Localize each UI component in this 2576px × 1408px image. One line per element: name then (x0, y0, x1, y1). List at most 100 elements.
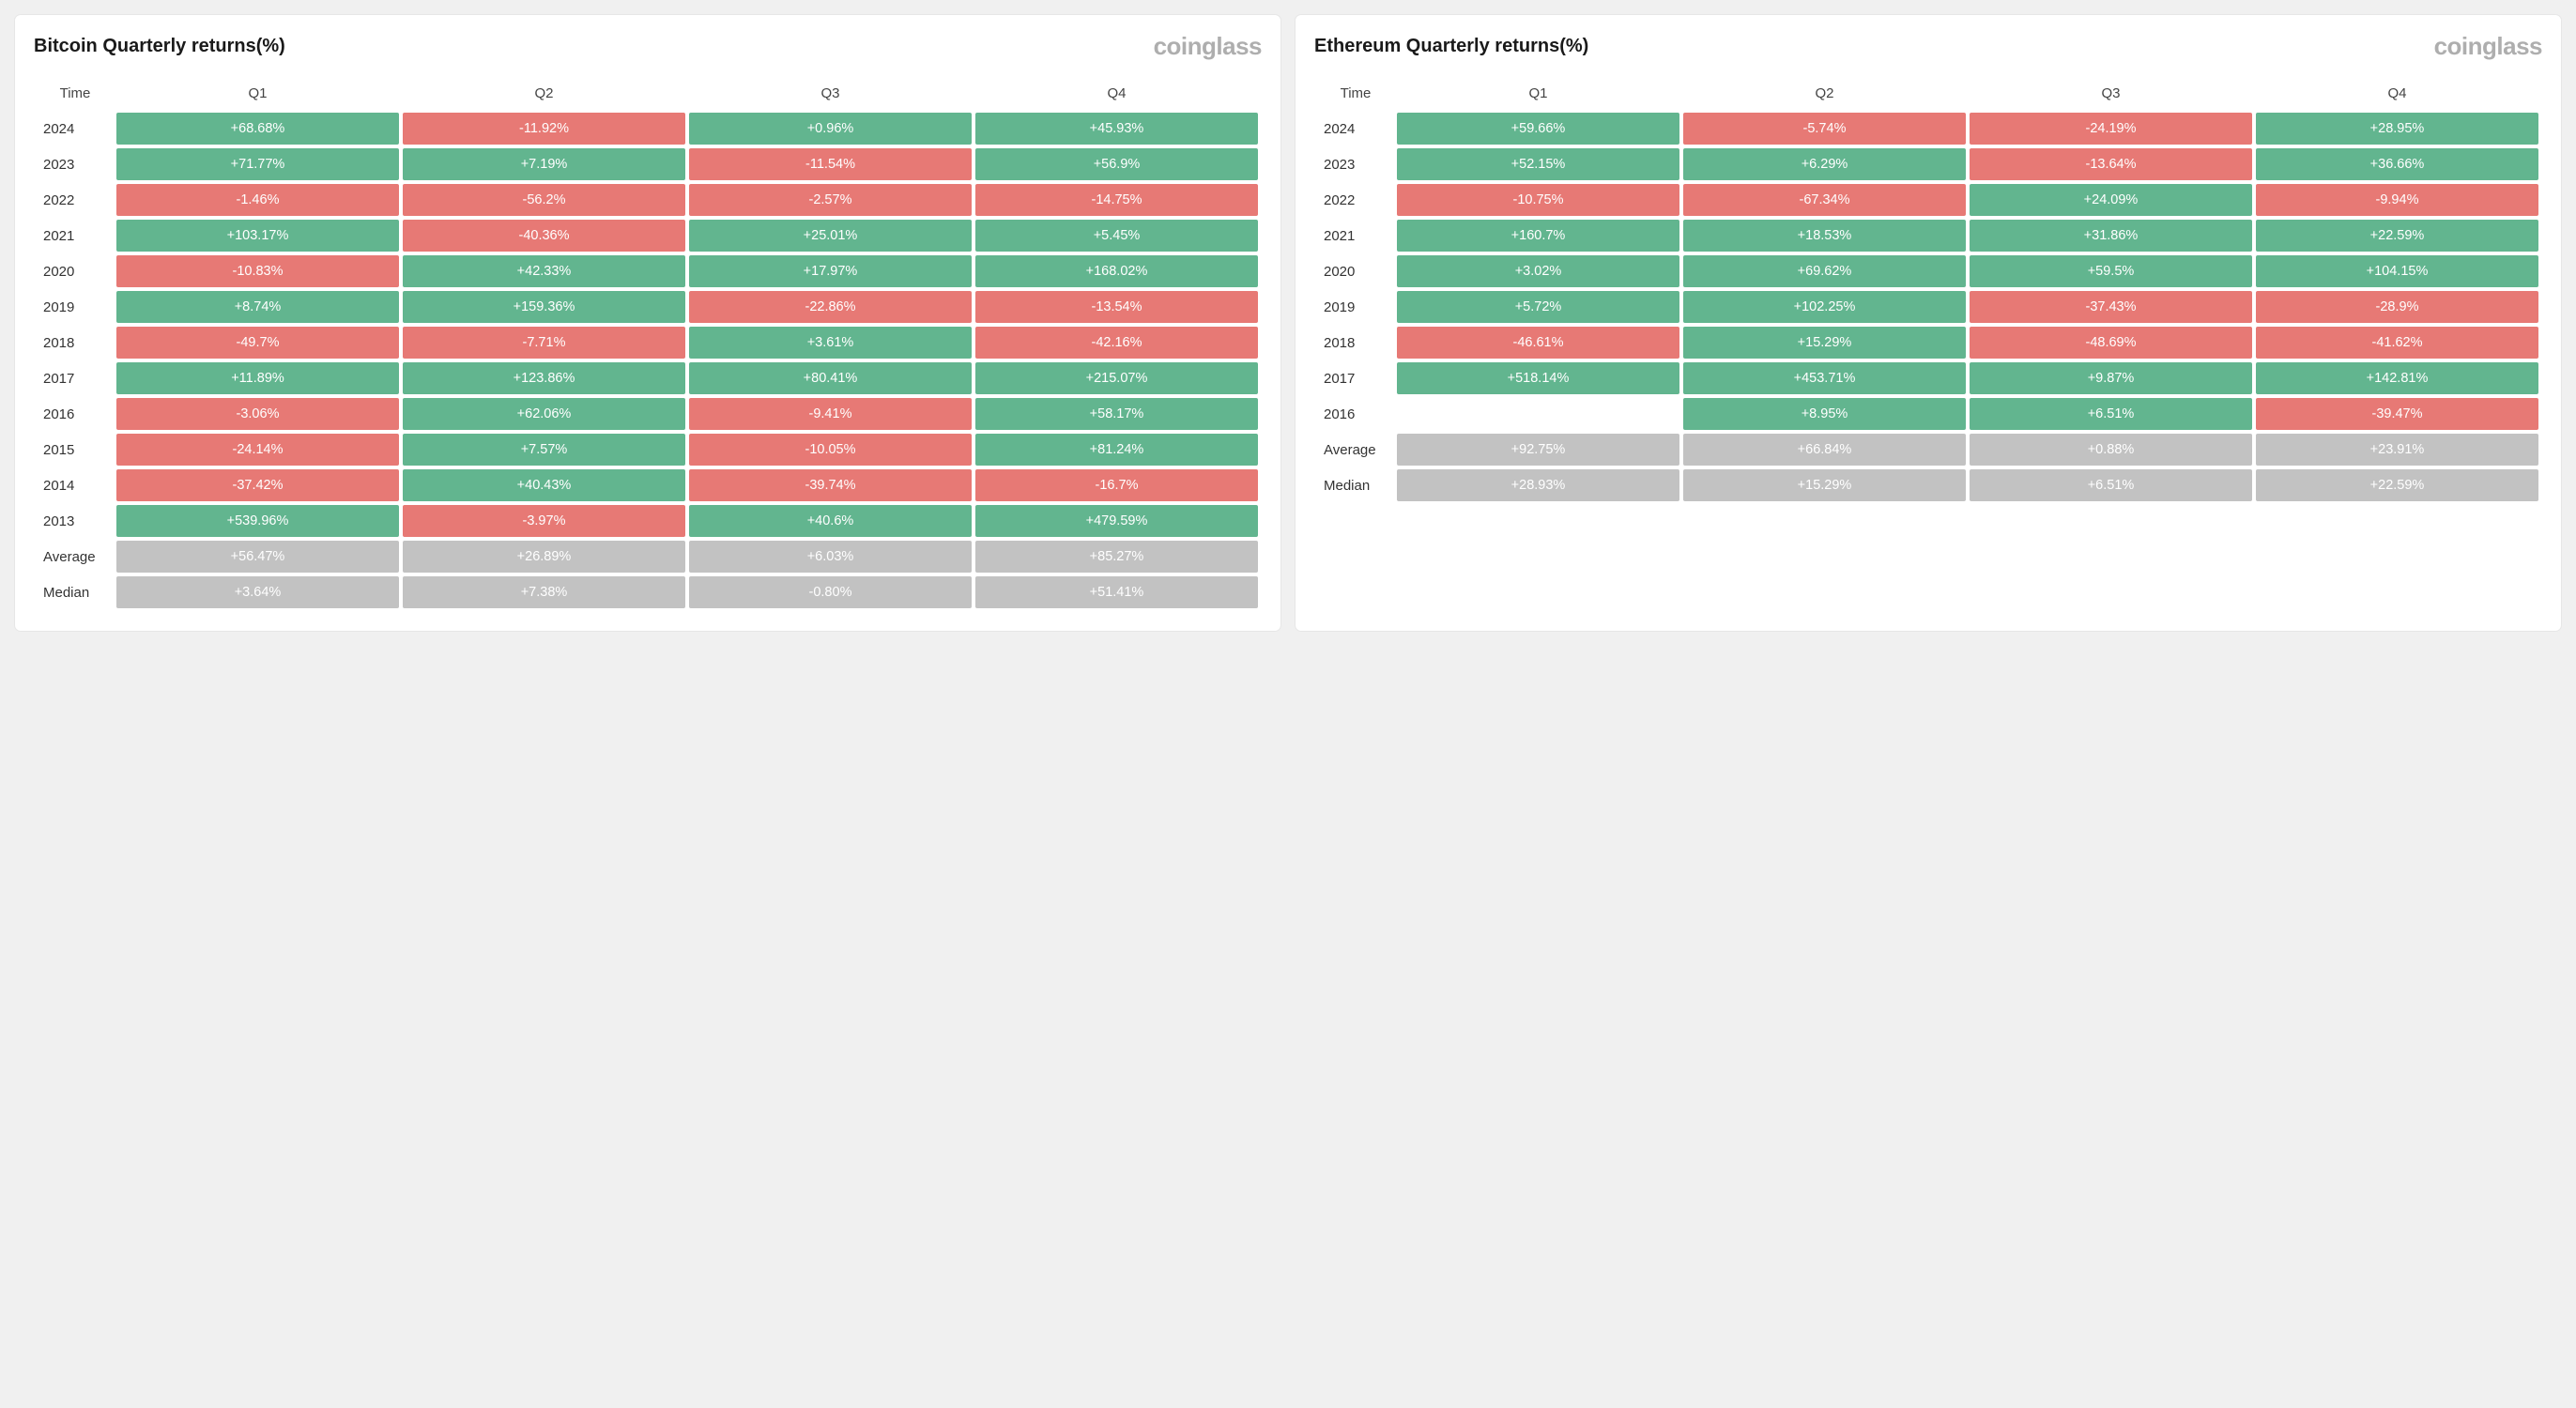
panel-title: Bitcoin Quarterly returns(%) (34, 36, 285, 57)
row-label: 2017 (1318, 362, 1393, 394)
column-header: Time (38, 78, 113, 109)
return-cell: +68.68% (116, 113, 399, 145)
return-cell: +6.29% (1683, 148, 1966, 180)
return-cell: -3.97% (403, 505, 685, 537)
column-header: Q3 (689, 78, 972, 109)
brand-logo: coinglass (2434, 32, 2542, 61)
return-cell: +56.47% (116, 541, 399, 573)
panel-header: Bitcoin Quarterly returns(%) coinglass (34, 32, 1262, 61)
return-cell: +5.72% (1397, 291, 1679, 323)
return-cell: +22.59% (2256, 469, 2538, 501)
row-label: 2017 (38, 362, 113, 394)
return-cell: +9.87% (1970, 362, 2252, 394)
data-row: 2015-24.14%+7.57%-10.05%+81.24% (38, 434, 1258, 466)
return-cell: -9.41% (689, 398, 972, 430)
return-cell: +51.41% (975, 576, 1258, 608)
return-cell: -24.19% (1970, 113, 2252, 145)
return-cell (1397, 398, 1679, 430)
return-cell: -22.86% (689, 291, 972, 323)
data-row: 2024+68.68%-11.92%+0.96%+45.93% (38, 113, 1258, 145)
panel-title: Ethereum Quarterly returns(%) (1314, 36, 1588, 57)
row-label: Median (1318, 469, 1393, 501)
return-cell: +102.25% (1683, 291, 1966, 323)
return-cell: -24.14% (116, 434, 399, 466)
row-label: 2023 (1318, 148, 1393, 180)
return-cell: +18.53% (1683, 220, 1966, 252)
return-cell: -13.64% (1970, 148, 2252, 180)
return-cell: +59.5% (1970, 255, 2252, 287)
returns-panel: Ethereum Quarterly returns(%) coinglass Ti… (1296, 15, 2561, 631)
return-cell: +3.61% (689, 327, 972, 359)
column-header: Q1 (116, 78, 399, 109)
return-cell: +15.29% (1683, 327, 1966, 359)
return-cell: +58.17% (975, 398, 1258, 430)
return-cell: +62.06% (403, 398, 685, 430)
row-label: 2022 (38, 184, 113, 216)
row-label: Average (1318, 434, 1393, 466)
returns-panel: Bitcoin Quarterly returns(%) coinglass Tim… (15, 15, 1280, 631)
return-cell: +215.07% (975, 362, 1258, 394)
return-cell: +6.03% (689, 541, 972, 573)
return-cell: -39.74% (689, 469, 972, 501)
return-cell: -41.62% (2256, 327, 2538, 359)
return-cell: -11.92% (403, 113, 685, 145)
row-label: 2019 (1318, 291, 1393, 323)
data-row: 2023+52.15%+6.29%-13.64%+36.66% (1318, 148, 2538, 180)
return-cell: +26.89% (403, 541, 685, 573)
return-cell: +104.15% (2256, 255, 2538, 287)
return-cell: -40.36% (403, 220, 685, 252)
return-cell: +22.59% (2256, 220, 2538, 252)
return-cell: +11.89% (116, 362, 399, 394)
summary-row: Median+3.64%+7.38%-0.80%+51.41% (38, 576, 1258, 608)
return-cell: +3.64% (116, 576, 399, 608)
column-header: Q2 (403, 78, 685, 109)
return-cell: -7.71% (403, 327, 685, 359)
column-header: Time (1318, 78, 1393, 109)
return-cell: +518.14% (1397, 362, 1679, 394)
return-cell: +103.17% (116, 220, 399, 252)
return-cell: +453.71% (1683, 362, 1966, 394)
return-cell: +85.27% (975, 541, 1258, 573)
column-header: Q1 (1397, 78, 1679, 109)
return-cell: +24.09% (1970, 184, 2252, 216)
summary-row: Median+28.93%+15.29%+6.51%+22.59% (1318, 469, 2538, 501)
row-label: Average (38, 541, 113, 573)
return-cell: +6.51% (1970, 469, 2252, 501)
data-row: 2020+3.02%+69.62%+59.5%+104.15% (1318, 255, 2538, 287)
row-label: 2015 (38, 434, 113, 466)
data-row: 2013+539.96%-3.97%+40.6%+479.59% (38, 505, 1258, 537)
row-label: 2013 (38, 505, 113, 537)
row-label: 2024 (1318, 113, 1393, 145)
data-row: 2019+8.74%+159.36%-22.86%-13.54% (38, 291, 1258, 323)
return-cell: +159.36% (403, 291, 685, 323)
return-cell: +123.86% (403, 362, 685, 394)
return-cell: -48.69% (1970, 327, 2252, 359)
return-cell: +7.57% (403, 434, 685, 466)
return-cell: -10.83% (116, 255, 399, 287)
return-cell: +6.51% (1970, 398, 2252, 430)
return-cell: -9.94% (2256, 184, 2538, 216)
row-label: 2016 (38, 398, 113, 430)
return-cell: +40.6% (689, 505, 972, 537)
return-cell: -37.42% (116, 469, 399, 501)
brand-logo: coinglass (1154, 32, 1262, 61)
return-cell: -46.61% (1397, 327, 1679, 359)
row-label: 2014 (38, 469, 113, 501)
return-cell: -67.34% (1683, 184, 1966, 216)
row-label: 2019 (38, 291, 113, 323)
return-cell: +479.59% (975, 505, 1258, 537)
return-cell: -1.46% (116, 184, 399, 216)
data-row: 2014-37.42%+40.43%-39.74%-16.7% (38, 469, 1258, 501)
return-cell: -11.54% (689, 148, 972, 180)
table-header-row: TimeQ1Q2Q3Q4 (38, 78, 1258, 109)
return-cell: +25.01% (689, 220, 972, 252)
return-cell: +539.96% (116, 505, 399, 537)
data-row: 2018-49.7%-7.71%+3.61%-42.16% (38, 327, 1258, 359)
row-label: 2020 (1318, 255, 1393, 287)
data-row: 2022-1.46%-56.2%-2.57%-14.75% (38, 184, 1258, 216)
return-cell: +8.74% (116, 291, 399, 323)
returns-table: TimeQ1Q2Q3Q42024+59.66%-5.74%-24.19%+28.… (1314, 74, 2542, 505)
return-cell: +40.43% (403, 469, 685, 501)
return-cell: -2.57% (689, 184, 972, 216)
panels-container: Bitcoin Quarterly returns(%) coinglass Tim… (15, 15, 2561, 631)
